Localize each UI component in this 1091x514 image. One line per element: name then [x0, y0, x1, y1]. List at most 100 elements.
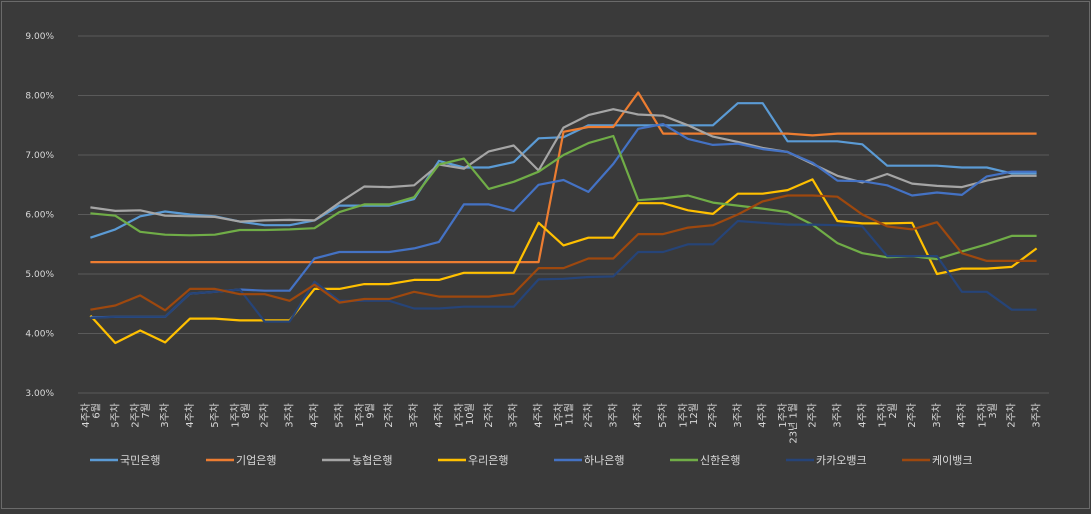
- x-tick-label: 1주차8월: [229, 403, 252, 428]
- svg-text:3주차: 3주차: [607, 403, 619, 428]
- x-tick-label: 3주차: [408, 403, 420, 428]
- legend-label: 국민은행: [120, 454, 160, 467]
- svg-text:1주차12월: 1주차12월: [677, 403, 700, 428]
- x-tick-label: 1주차10월: [453, 403, 476, 428]
- x-tick-label: 2주차: [906, 403, 918, 428]
- y-tick-label: 7.00%: [25, 151, 54, 161]
- svg-text:4주차: 4주차: [184, 403, 196, 428]
- x-tick-label: 4주차: [433, 403, 445, 428]
- x-tick-label: 1주차2월: [877, 403, 900, 428]
- svg-text:4주차: 4주차: [533, 403, 545, 428]
- x-tick-label: 2주차7월: [130, 403, 153, 428]
- svg-text:5주차: 5주차: [209, 403, 221, 428]
- legend-item: 신한은행: [670, 454, 740, 467]
- svg-text:5주차: 5주차: [109, 403, 121, 428]
- x-tick-label: 2주차: [259, 403, 271, 428]
- y-tick-label: 9.00%: [25, 32, 54, 42]
- svg-text:2주차: 2주차: [707, 403, 719, 428]
- svg-text:5주차: 5주차: [333, 403, 345, 428]
- y-tick-label: 5.00%: [25, 270, 54, 280]
- svg-text:2주차: 2주차: [259, 403, 271, 428]
- svg-text:3주차: 3주차: [508, 403, 520, 428]
- x-tick-label: 4주차: [309, 403, 321, 428]
- y-tick-label: 6.00%: [25, 211, 54, 221]
- series-line-1: [90, 102, 1037, 239]
- svg-text:3주차: 3주차: [732, 403, 744, 428]
- series-line-2: [90, 91, 1037, 264]
- legend-item: 케이뱅크: [902, 454, 972, 467]
- legend-label: 우리은행: [468, 454, 508, 467]
- x-tick-label: 3주차: [732, 403, 744, 428]
- svg-text:3주차: 3주차: [159, 403, 171, 428]
- x-tick-label: 2주차: [806, 403, 818, 428]
- legend-label: 케이뱅크: [932, 454, 972, 467]
- series-line-5: [90, 122, 1037, 319]
- y-tick-label: 4.00%: [25, 330, 54, 340]
- svg-text:1주차11월: 1주차11월: [553, 403, 576, 428]
- x-tick-label: 4주차: [184, 403, 196, 428]
- svg-text:4주차: 4주차: [956, 403, 968, 428]
- svg-text:2주차: 2주차: [383, 403, 395, 428]
- x-tick-label: 5주차: [209, 403, 221, 428]
- x-tick-label: 4주차6월: [80, 403, 103, 428]
- svg-text:4주차: 4주차: [632, 403, 644, 428]
- svg-text:4주차: 4주차: [433, 403, 445, 428]
- svg-text:1주차10월: 1주차10월: [453, 403, 476, 428]
- x-tick-label: 5주차: [109, 403, 121, 428]
- legend-item: 하나은행: [554, 453, 624, 467]
- svg-text:4주차6월: 4주차6월: [80, 403, 103, 428]
- x-tick-label: 5주차: [333, 403, 345, 428]
- x-tick-label: 2주차: [383, 403, 395, 428]
- svg-text:4주차: 4주차: [757, 403, 769, 428]
- series-lines: [89, 91, 1038, 345]
- y-tick-label: 8.00%: [25, 92, 54, 102]
- gridlines: [78, 35, 1049, 394]
- legend-label: 농협은행: [352, 454, 392, 467]
- x-tick-label: 3주차: [159, 403, 171, 428]
- x-tick-label: 1주차12월: [677, 403, 700, 428]
- svg-text:2주차: 2주차: [483, 403, 495, 428]
- svg-text:3주차: 3주차: [1031, 403, 1043, 428]
- x-tick-label: 4주차: [956, 403, 968, 428]
- x-tick-label: 5주차: [657, 403, 669, 428]
- legend-label: 신한은행: [700, 454, 740, 467]
- y-tick-label: 3.00%: [25, 389, 54, 399]
- svg-text:1주차23년 1월: 1주차23년 1월: [777, 403, 800, 444]
- svg-text:3주차: 3주차: [931, 403, 943, 428]
- x-tick-label: 3주차: [831, 403, 843, 428]
- x-tick-label: 4주차: [632, 403, 644, 428]
- x-tick-label: 1주차23년 1월: [777, 403, 800, 444]
- svg-text:1주차8월: 1주차8월: [229, 403, 252, 428]
- x-tick-label: 2주차: [582, 403, 594, 428]
- y-axis-ticks: 3.00% 4.00% 5.00% 6.00% 7.00% 8.00% 9.00%: [25, 32, 54, 399]
- x-tick-label: 3주차: [931, 403, 943, 428]
- legend-item: 카카오뱅크: [786, 454, 867, 467]
- svg-text:4주차: 4주차: [856, 403, 868, 428]
- legend-item: 우리은행: [438, 454, 508, 467]
- legend-label: 카카오뱅크: [816, 454, 867, 467]
- series-line-3: [90, 108, 1037, 223]
- legend-item: 기업은행: [206, 454, 276, 467]
- series-line-8: [90, 194, 1037, 312]
- svg-text:3주차: 3주차: [831, 403, 843, 428]
- svg-text:2주차: 2주차: [1006, 403, 1018, 428]
- legend-item: 농협은행: [322, 454, 392, 467]
- svg-text:2주차: 2주차: [906, 403, 918, 428]
- x-tick-label: 4주차: [757, 403, 769, 428]
- legend-label: 하나은행: [584, 453, 624, 467]
- svg-text:1주차9월: 1주차9월: [354, 403, 377, 428]
- x-tick-label: 3주차: [607, 403, 619, 428]
- x-tick-label: 4주차: [856, 403, 868, 428]
- x-tick-label: 2주차: [707, 403, 719, 428]
- x-tick-label: 1주차11월: [553, 403, 576, 428]
- svg-text:2주차7월: 2주차7월: [130, 403, 153, 428]
- x-tick-label: 3주차: [1031, 403, 1043, 428]
- svg-text:2주차: 2주차: [582, 403, 594, 428]
- svg-text:4주차: 4주차: [309, 403, 321, 428]
- x-tick-label: 3주차: [508, 403, 520, 428]
- svg-text:3주차: 3주차: [284, 403, 296, 428]
- legend-label: 기업은행: [236, 454, 276, 467]
- x-tick-label: 2주차: [1006, 403, 1018, 428]
